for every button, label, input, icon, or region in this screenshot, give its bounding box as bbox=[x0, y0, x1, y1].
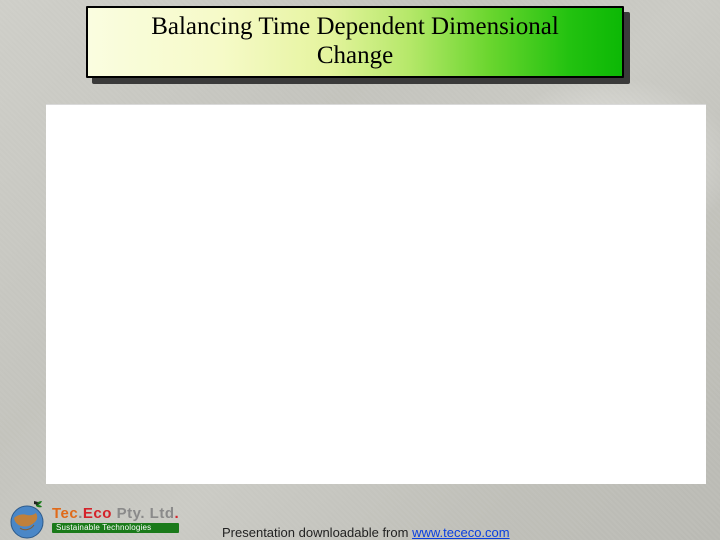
globe-icon bbox=[6, 498, 48, 540]
slide-title: Balancing Time Dependent Dimensional Cha… bbox=[86, 6, 624, 78]
brand-logo: Tec.Eco Pty. Ltd. Sustainable Technologi… bbox=[0, 498, 179, 540]
content-panel bbox=[46, 104, 706, 484]
brand-tagline: Sustainable Technologies bbox=[52, 523, 179, 533]
brand-text: Tec.Eco Pty. Ltd. Sustainable Technologi… bbox=[52, 506, 179, 533]
slide-title-text: Balancing Time Dependent Dimensional Cha… bbox=[118, 13, 592, 71]
footer-caption: Presentation downloadable from www.tecec… bbox=[222, 525, 510, 540]
footer-link[interactable]: www.tececo.com bbox=[412, 525, 510, 540]
brand-name: Tec.Eco Pty. Ltd. bbox=[52, 506, 179, 521]
footer-caption-prefix: Presentation downloadable from bbox=[222, 525, 412, 540]
